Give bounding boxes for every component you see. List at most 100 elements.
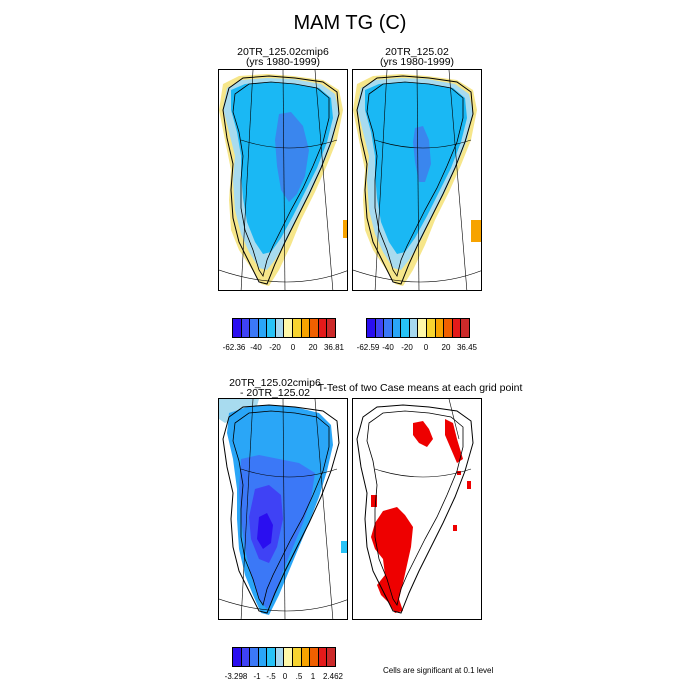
colorbar-swatch (392, 319, 402, 337)
meridian-line (416, 70, 420, 290)
ice-sheet-outline (366, 81, 464, 277)
colorbar-swatch (461, 319, 469, 337)
colorbar-cmip6 (232, 318, 336, 338)
colorbar-swatch (409, 319, 419, 337)
colorbar-tick-label: 0 (423, 343, 429, 352)
latitude-line (219, 598, 347, 612)
colorbar-swatch (241, 648, 251, 666)
colorbar-swatch (327, 648, 335, 666)
coastline (356, 404, 474, 614)
colorbar-tick-label: -40 (382, 343, 394, 352)
colorbar-swatch (233, 319, 242, 337)
panel4-title: T-Test of two Case means at each grid po… (317, 382, 523, 394)
significance-note: Cells are significant at 0.1 level (383, 666, 494, 675)
colorbar-swatch (293, 319, 302, 337)
colorbar-swatch (301, 319, 311, 337)
map-panel-ttest (352, 398, 482, 620)
colorbar-swatch (375, 319, 385, 337)
meridian-line (374, 70, 388, 290)
map-panel-cmip6 (218, 69, 348, 291)
significant-cell-group (413, 421, 433, 447)
colorbar-swatch (401, 319, 410, 337)
colorbar-swatch (310, 319, 319, 337)
meridian-line (240, 70, 254, 290)
colorbar-base (366, 318, 470, 338)
colorbar-tick-label: .5 (295, 672, 303, 681)
colorbar-tick-label: 0 (290, 343, 296, 352)
latitude-line (353, 269, 481, 283)
panel3-title: 20TR_125.02cmip6- 20TR_125.02 (229, 377, 321, 399)
colorbar-tick-label: 2.462 (322, 672, 344, 681)
ellesmere-patch (343, 220, 347, 238)
ellesmere-patch (341, 541, 347, 553)
colorbar-tick-label: -3.298 (224, 672, 248, 681)
colorbar-tick-label: -1 (253, 672, 261, 681)
colorbar-swatch (284, 648, 294, 666)
colorbar-swatch (250, 319, 259, 337)
colorbar-swatch (275, 319, 285, 337)
colorbar-tick-label: -62.36 (222, 343, 246, 352)
colorbar-swatch (452, 319, 462, 337)
colorbar-swatch (418, 319, 428, 337)
colorbar-tick-label: -40 (250, 343, 262, 352)
colorbar-swatch (427, 319, 436, 337)
meridian-line (448, 399, 460, 440)
map-diff-svg (219, 399, 347, 619)
colorbar-tick-label: -.5 (266, 672, 276, 681)
colorbar-swatch (293, 648, 302, 666)
meridian-line (314, 399, 334, 619)
field-deepblue (257, 513, 273, 549)
coastline (356, 75, 474, 285)
figure-title: MAM TG (C) (293, 12, 407, 34)
colorbar-tick-label: -20 (401, 343, 413, 352)
map-panel-diff (218, 398, 348, 620)
colorbar-swatch (267, 648, 276, 666)
latitude-line (219, 269, 347, 283)
colorbar-tick-label: -62.59 (356, 343, 380, 352)
panel1-title: 20TR_125.02cmip6 (yrs 1980-1999) (237, 46, 329, 68)
map-panel-base (352, 69, 482, 291)
colorbar-swatch (318, 648, 328, 666)
meridian-line (314, 70, 334, 290)
map-cmip6-svg (219, 70, 347, 290)
colorbar-swatch (233, 648, 242, 666)
colorbar-swatch (258, 319, 268, 337)
significant-cell-group (371, 507, 413, 613)
colorbar-diff (232, 647, 336, 667)
ice-sheet-outline (366, 410, 464, 606)
latitude-line (374, 468, 472, 478)
significant-cell-group (445, 419, 463, 463)
colorbar-swatch (241, 319, 251, 337)
colorbar-tick-label: 20 (441, 343, 451, 352)
colorbar-swatch (310, 648, 319, 666)
panel2-title: 20TR_125.02 (yrs 1980-1999) (379, 46, 455, 68)
colorbar-swatch (327, 319, 335, 337)
colorbar-tick-label: 1 (310, 672, 316, 681)
colorbar-swatch (384, 319, 393, 337)
latitude-line (240, 139, 338, 149)
colorbar-swatch (250, 648, 259, 666)
coastline (222, 404, 340, 614)
significant-cell (457, 471, 461, 475)
colorbar-tick-label: 36.81 (323, 343, 345, 352)
ellesmere-patch (471, 220, 481, 242)
ice-sheet-outline (232, 410, 330, 606)
field-cyan (365, 82, 467, 254)
latitude-line (374, 139, 472, 149)
meridian-line (282, 70, 286, 290)
map-base-svg (353, 70, 481, 290)
meridian-line (240, 399, 254, 619)
colorbar-tick-label: 36.45 (456, 343, 478, 352)
colorbar-swatch (267, 319, 276, 337)
colorbar-swatch (258, 648, 268, 666)
colorbar-swatch (275, 648, 285, 666)
colorbar-swatch (284, 319, 294, 337)
colorbar-swatch (318, 319, 328, 337)
meridian-line (448, 70, 468, 290)
ice-sheet-outline (232, 81, 330, 277)
coastline (222, 75, 340, 285)
colorbar-swatch (444, 319, 453, 337)
significant-cell (371, 495, 377, 507)
colorbar-tick-label: -20 (269, 343, 281, 352)
significant-cells (371, 419, 471, 613)
